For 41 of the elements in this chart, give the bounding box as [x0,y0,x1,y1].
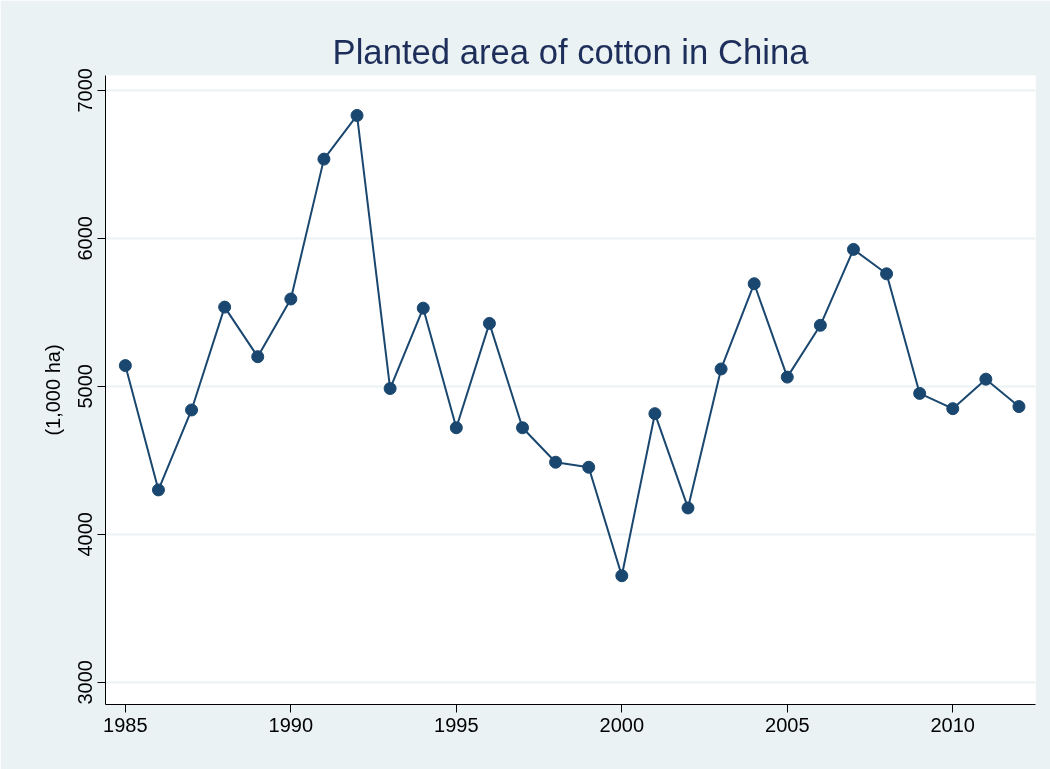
point [284,292,298,306]
y-tick-label: 7000 [74,68,97,113]
point [648,407,662,421]
point [416,301,430,315]
point [1012,400,1026,414]
point [185,403,199,417]
point [880,267,894,281]
x-tick-label: 2000 [599,713,645,736]
point [780,370,794,384]
point [482,316,496,330]
x-tick-label: 2005 [765,713,810,736]
point [615,569,629,583]
point [714,362,728,376]
point [218,300,232,314]
point [747,277,761,291]
x-tick-label: 2010 [930,713,976,736]
point [151,483,165,497]
point [516,421,530,435]
y-tick-label: 4000 [74,512,97,557]
point [946,402,960,416]
x-tick-label: 1995 [434,713,479,736]
point [383,382,397,396]
point [979,372,993,386]
y-tick-label: 5000 [74,364,97,409]
y-tick-label: 3000 [74,660,97,705]
point [846,242,860,256]
chart-title: Planted area of cotton in China [332,32,810,71]
x-tick-label: 1990 [268,713,314,736]
y-tick-label: 6000 [74,216,97,261]
point [449,421,463,435]
point [582,460,596,474]
point [813,318,827,332]
y-axis-title: (1,000 ha) [41,344,64,436]
point [681,501,695,515]
point [350,108,364,122]
point [251,350,265,364]
point [317,152,331,166]
point [549,455,563,469]
point [913,386,927,400]
x-tick-label: 1985 [103,713,148,736]
point [118,359,132,373]
